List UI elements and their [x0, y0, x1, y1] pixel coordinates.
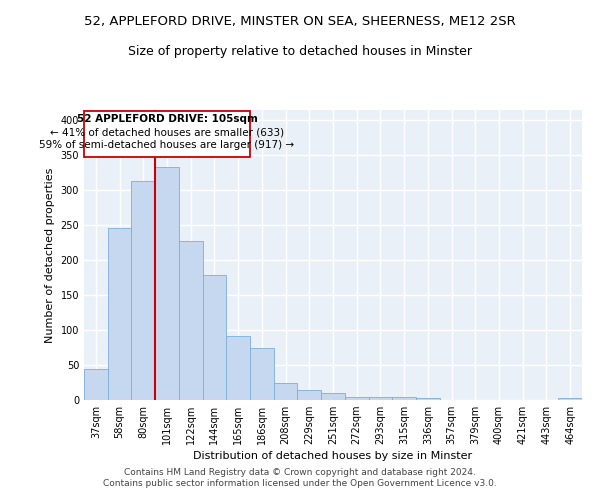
Bar — [321, 393, 345, 400]
Bar — [345, 396, 368, 400]
Y-axis label: Number of detached properties: Number of detached properties — [45, 168, 55, 342]
Bar — [179, 240, 203, 400]
Bar — [392, 396, 416, 400]
Bar — [108, 228, 131, 400]
Bar — [84, 370, 108, 400]
Bar — [558, 398, 582, 400]
Bar — [203, 275, 226, 400]
Bar — [250, 348, 274, 400]
Bar — [131, 182, 155, 400]
Bar — [155, 166, 179, 400]
Text: Contains HM Land Registry data © Crown copyright and database right 2024.
Contai: Contains HM Land Registry data © Crown c… — [103, 468, 497, 487]
Bar — [298, 390, 321, 400]
X-axis label: Distribution of detached houses by size in Minster: Distribution of detached houses by size … — [193, 452, 473, 462]
Text: 59% of semi-detached houses are larger (917) →: 59% of semi-detached houses are larger (… — [40, 140, 295, 150]
Text: Size of property relative to detached houses in Minster: Size of property relative to detached ho… — [128, 45, 472, 58]
Bar — [274, 382, 298, 400]
Bar — [226, 336, 250, 400]
Bar — [368, 396, 392, 400]
Bar — [416, 398, 440, 400]
Text: ← 41% of detached houses are smaller (633): ← 41% of detached houses are smaller (63… — [50, 127, 284, 137]
Bar — [85, 112, 250, 157]
Text: 52 APPLEFORD DRIVE: 105sqm: 52 APPLEFORD DRIVE: 105sqm — [77, 114, 257, 124]
Text: 52, APPLEFORD DRIVE, MINSTER ON SEA, SHEERNESS, ME12 2SR: 52, APPLEFORD DRIVE, MINSTER ON SEA, SHE… — [84, 15, 516, 28]
